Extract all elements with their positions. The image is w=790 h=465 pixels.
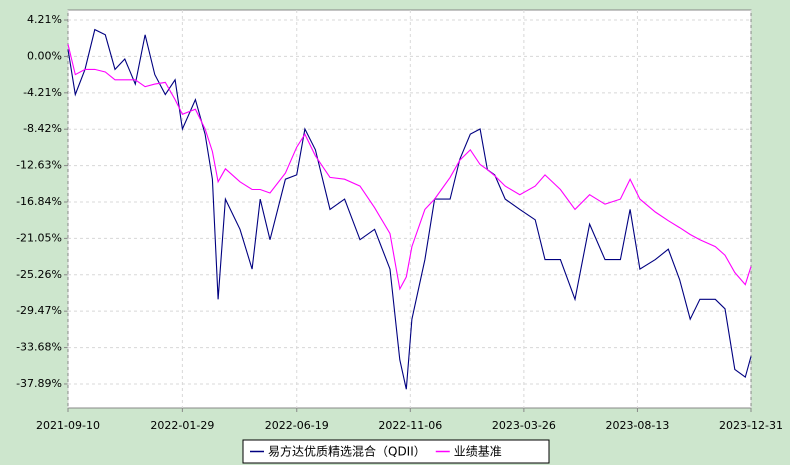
x-tick-label: 2023-03-26 <box>492 419 556 432</box>
legend: 易方达优质精选混合（QDII） 业绩基准 <box>242 439 550 464</box>
y-tick-label: -37.89% <box>16 377 62 390</box>
y-tick-label: 4.21% <box>27 13 62 26</box>
y-tick-label: -21.05% <box>16 231 62 244</box>
legend-label: 业绩基准 <box>454 445 502 459</box>
y-tick-label: -8.42% <box>23 122 62 135</box>
y-tick-label: -25.26% <box>16 268 62 281</box>
legend-box <box>242 439 550 464</box>
x-tick-label: 2022-01-29 <box>150 419 214 432</box>
y-tick-label: -16.84% <box>16 195 62 208</box>
legend-label: 易方达优质精选混合（QDII） <box>268 444 426 459</box>
series-line <box>67 28 752 390</box>
x-tick-label: 2023-12-31 <box>719 419 783 432</box>
y-tick-label: -12.63% <box>16 159 62 172</box>
x-tick-label: 2022-06-19 <box>265 419 329 432</box>
y-tick-label: -29.47% <box>16 304 62 317</box>
x-tick-label: 2022-11-06 <box>378 419 442 432</box>
x-tick-label: 2021-09-10 <box>36 419 100 432</box>
series-line <box>67 44 752 291</box>
y-tick-label: -4.21% <box>23 86 62 99</box>
x-tick-label: 2023-08-13 <box>605 419 669 432</box>
y-tick-label: -33.68% <box>16 341 62 354</box>
y-tick-label: 0.00% <box>27 49 62 62</box>
